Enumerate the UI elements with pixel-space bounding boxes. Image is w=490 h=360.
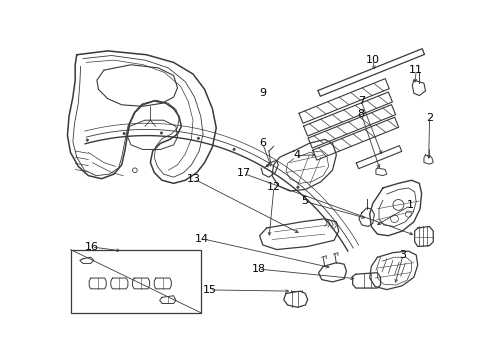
Text: 16: 16 xyxy=(85,242,98,252)
Text: 4: 4 xyxy=(293,150,300,161)
Circle shape xyxy=(297,186,299,188)
Text: 14: 14 xyxy=(195,234,209,244)
Circle shape xyxy=(233,148,235,150)
Circle shape xyxy=(86,139,89,141)
Text: 7: 7 xyxy=(358,96,365,107)
Text: 6: 6 xyxy=(259,138,266,148)
Text: 11: 11 xyxy=(409,64,423,75)
Text: 17: 17 xyxy=(237,168,250,179)
Text: 8: 8 xyxy=(358,109,365,119)
Bar xyxy=(71,249,201,313)
Text: 5: 5 xyxy=(301,196,308,206)
Text: 18: 18 xyxy=(252,264,266,274)
Text: 1: 1 xyxy=(407,201,414,210)
Circle shape xyxy=(197,137,199,139)
Text: 2: 2 xyxy=(426,113,433,123)
Text: 3: 3 xyxy=(399,250,407,260)
Circle shape xyxy=(267,165,269,167)
Circle shape xyxy=(123,132,125,135)
Text: 9: 9 xyxy=(259,88,266,98)
Text: 12: 12 xyxy=(267,183,281,192)
Text: 10: 10 xyxy=(366,55,380,65)
Circle shape xyxy=(160,132,163,134)
Text: 15: 15 xyxy=(202,285,217,295)
Text: 13: 13 xyxy=(187,174,201,184)
